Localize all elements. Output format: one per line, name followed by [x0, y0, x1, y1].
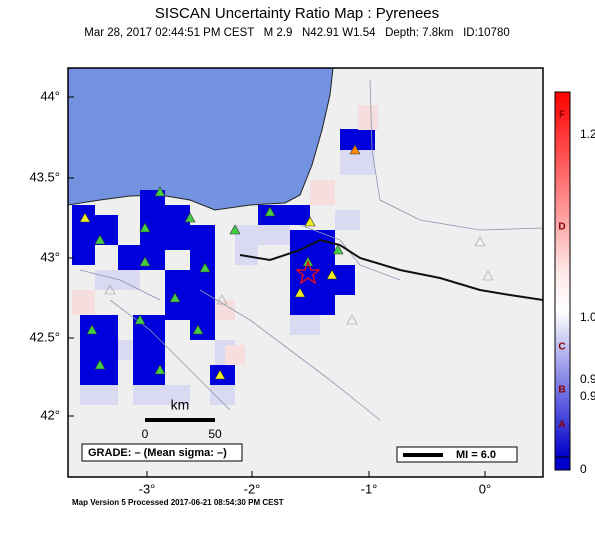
station	[199, 262, 211, 273]
colorbar	[554, 91, 571, 458]
lat-label: 44°	[40, 88, 60, 103]
grade-label: F	[559, 110, 565, 121]
ratio-cell	[72, 205, 95, 265]
colorbar-tick: 0.9	[580, 372, 595, 386]
station	[304, 216, 316, 227]
station	[349, 144, 361, 155]
subtitle: Mar 28, 2017 02:44:51 PM CEST M 2.9 N42.…	[84, 27, 510, 39]
station	[346, 314, 358, 325]
scale-unit: km	[171, 397, 190, 413]
legend-box	[396, 446, 518, 463]
ratio-cell	[165, 270, 215, 320]
lat-label: 42°	[40, 407, 60, 422]
frame	[67, 67, 544, 478]
station	[169, 292, 181, 303]
grade-label: D	[558, 222, 565, 233]
station	[94, 359, 106, 370]
lat-label: 43°	[40, 249, 60, 264]
footer: Map Version 5 Processed 2017-06-21 08:54…	[72, 498, 284, 507]
legend-text: MI = 6.0	[456, 449, 496, 461]
station	[332, 244, 344, 255]
grade-text: GRADE: – (Mean sigma: –)	[88, 447, 227, 459]
map-area	[68, 68, 543, 477]
ratio-cell	[118, 340, 133, 360]
lat-label: 42.5°	[29, 329, 60, 344]
station	[104, 284, 116, 295]
station	[216, 294, 228, 305]
colorbar-floor	[554, 456, 571, 471]
station	[264, 206, 276, 217]
rivers	[79, 79, 543, 421]
ratio-cell	[290, 315, 320, 335]
lon-label: -3°	[139, 481, 156, 496]
ratio-cell	[80, 315, 118, 385]
station	[482, 270, 494, 281]
colorbar-tick: 1.2	[580, 127, 595, 141]
station	[214, 369, 226, 380]
ratio-cell	[225, 345, 245, 365]
station	[192, 324, 204, 335]
sea	[68, 68, 334, 211]
station	[184, 212, 196, 223]
station	[294, 287, 306, 298]
grade-label: A	[558, 420, 565, 431]
station	[79, 212, 91, 223]
ratio-cell	[80, 385, 118, 405]
ratio-cell	[118, 270, 140, 290]
station	[229, 224, 241, 235]
border	[239, 238, 543, 301]
station	[474, 236, 486, 247]
ratio-cell	[133, 385, 165, 405]
scale-bar: km 0 50	[142, 397, 222, 441]
ratio-cell	[133, 315, 165, 385]
station	[326, 269, 338, 280]
ratio-cell	[190, 320, 215, 340]
ratio-cell	[310, 180, 335, 205]
ratio-cell	[335, 210, 360, 230]
colorbar-tick: 0.9	[580, 389, 595, 403]
ratio-cell	[165, 385, 190, 405]
lat-label: 43.5°	[29, 169, 60, 184]
grade-label: C	[558, 342, 565, 353]
station	[134, 314, 146, 325]
ratio-cell	[215, 300, 235, 320]
lon-label: -2°	[244, 481, 261, 496]
lon-label: -1°	[361, 481, 378, 496]
ratio-cell	[72, 290, 95, 315]
ratio-cell	[358, 105, 378, 130]
grade-label: B	[558, 385, 565, 396]
colorbar-tick: 1.0	[580, 310, 595, 324]
ratio-cell	[340, 129, 375, 150]
ratio-cell	[95, 270, 118, 290]
lon-label: 0°	[479, 481, 491, 496]
ratio-cell	[210, 385, 235, 405]
ratio-cell	[258, 225, 290, 245]
colorbar-tick: 0	[580, 462, 587, 476]
ratio-cell	[165, 205, 190, 250]
station	[94, 234, 106, 245]
station	[139, 256, 151, 267]
station	[86, 324, 98, 335]
title: SISCAN Uncertainty Ratio Map : Pyrenees	[155, 5, 439, 22]
scale-label: 50	[208, 427, 222, 441]
epicenter	[294, 259, 322, 285]
grade-box	[81, 443, 243, 462]
legend-line	[403, 453, 443, 457]
station	[139, 222, 151, 233]
station	[154, 364, 166, 375]
scale-label: 0	[142, 427, 149, 441]
scale-line	[145, 418, 215, 422]
station	[154, 186, 166, 197]
